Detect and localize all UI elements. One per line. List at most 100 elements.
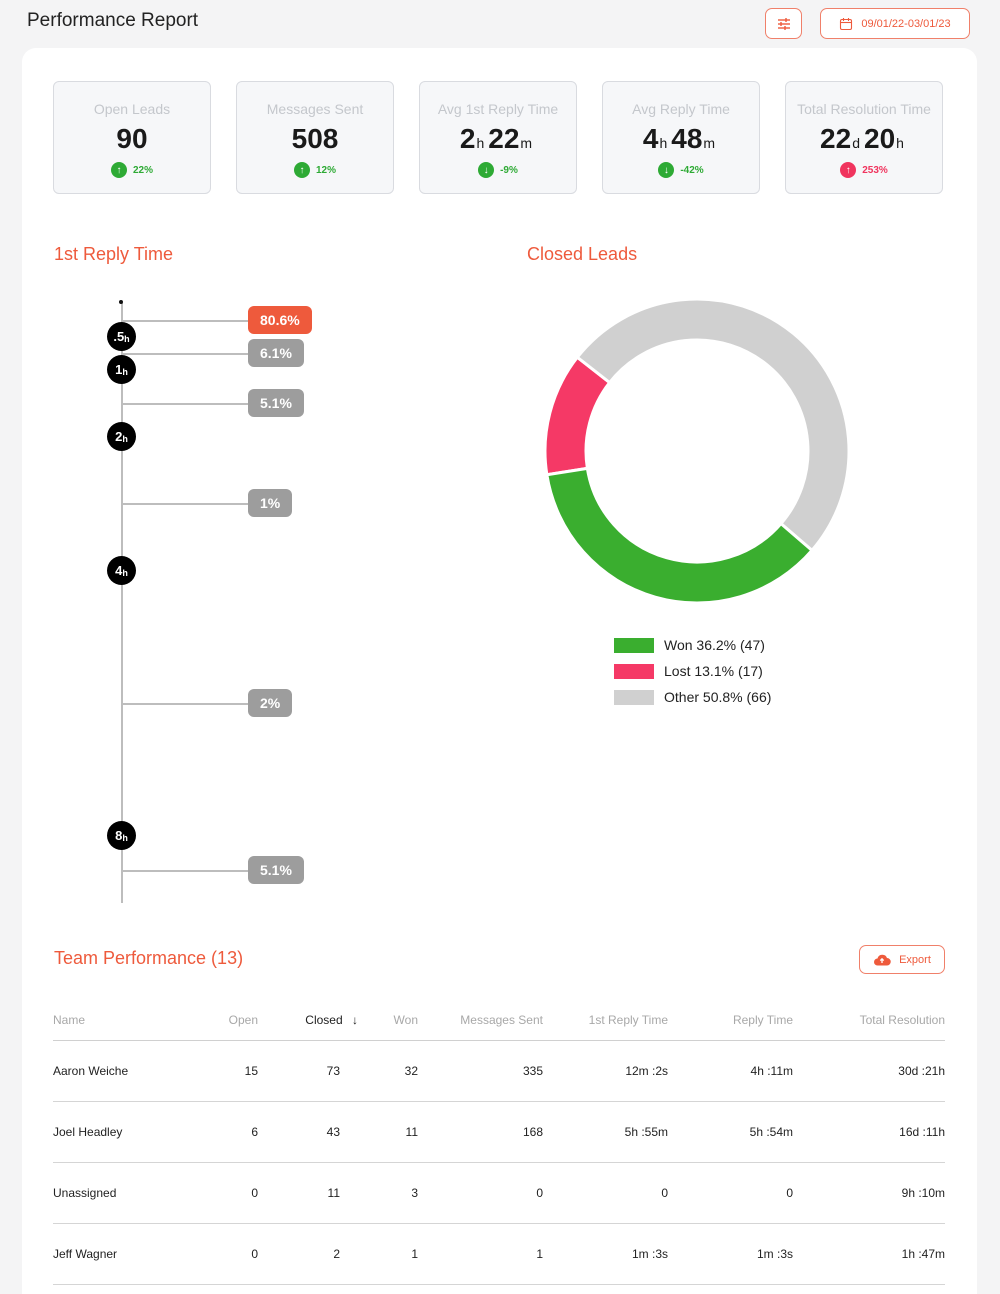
row-value: 1: [418, 1223, 543, 1285]
date-range-button[interactable]: 09/01/22-03/01/23: [820, 8, 970, 39]
stat-number: 48: [671, 123, 703, 154]
stat-number: 22: [488, 123, 520, 154]
column-header-won[interactable]: Won: [358, 1000, 418, 1041]
stat-card: Avg Reply Time 4h 48m ↓ -42%: [602, 81, 760, 194]
row-value: 0: [418, 1162, 543, 1224]
report-panel: Open Leads 90 ↑ 22% Messages Sent 508 ↑ 12% Avg …: [22, 48, 977, 1294]
sliders-icon: [777, 17, 790, 30]
column-header-1st-reply-time[interactable]: 1st Reply Time: [543, 1000, 668, 1041]
calendar-icon: [840, 17, 853, 30]
timeline-node-value: 2: [115, 429, 123, 444]
column-header-label: Name: [53, 1012, 86, 1027]
row-value: 1: [358, 1223, 418, 1285]
cloud-upload-icon: [874, 954, 891, 965]
row-name: Joel Headley: [53, 1101, 203, 1163]
column-header-reply-time[interactable]: Reply Time: [668, 1000, 793, 1041]
legend-item-won: Won 36.2% (47): [614, 632, 771, 658]
stat-change: ↑ 253%: [786, 162, 942, 178]
row-value: 0: [203, 1223, 258, 1285]
legend-label: Won 36.2% (47): [664, 637, 765, 653]
row-value: 0: [543, 1162, 668, 1224]
column-header-label: Messages Sent: [460, 1012, 543, 1027]
row-name: Aaron Weiche: [53, 1040, 203, 1102]
timeline-bucket-pill: 2%: [248, 689, 293, 717]
table-row[interactable]: Joel Headley 6 43 11 168 5h :55m 5h :54m 16d :1…: [53, 1101, 945, 1163]
table-row[interactable]: Aaron Weiche 15 73 32 335 12m :2s 4h :11m 30d :…: [53, 1040, 945, 1102]
team-performance-title: Team Performance (13): [54, 948, 244, 968]
stat-unit: h: [896, 135, 904, 151]
stat-unit: h: [476, 135, 485, 151]
stat-number: 508: [291, 123, 339, 154]
sort-desc-icon: ↓: [348, 1012, 358, 1027]
timeline-node-unit: h: [122, 567, 128, 578]
legend-swatch: [614, 663, 654, 679]
row-value: 11: [258, 1162, 358, 1224]
stat-card: Open Leads 90 ↑ 22%: [53, 81, 211, 194]
column-header-messages-sent[interactable]: Messages Sent: [418, 1000, 543, 1041]
timeline-branch: [122, 353, 248, 355]
timeline-bucket-pill: 1%: [248, 489, 293, 517]
stat-unit: h: [659, 135, 668, 151]
stat-change: ↑ 22%: [54, 162, 210, 178]
stat-value: 508: [237, 123, 393, 157]
timeline-node-unit: h: [122, 366, 128, 377]
arrow-up-icon: ↑: [110, 162, 127, 178]
stat-value: 2h 22m: [420, 123, 576, 157]
row-value: 1m :3s: [668, 1223, 793, 1285]
timeline-node-unit: h: [124, 333, 130, 344]
arrow-up-icon: ↑: [293, 162, 310, 178]
timeline-node-value: 4: [115, 563, 123, 578]
row-value: 2: [258, 1223, 358, 1285]
stat-number: 22: [820, 123, 852, 154]
stat-change: ↓ -9%: [420, 162, 576, 178]
stat-card: Total Resolution Time 22d 20h ↑ 253%: [785, 81, 943, 194]
timeline-start-dot: [119, 300, 123, 304]
stat-label: Total Resolution Time: [797, 101, 931, 117]
stat-number: 2: [459, 123, 476, 154]
stat-number: 90: [116, 123, 148, 154]
timeline-branch: [122, 870, 248, 872]
row-value: 9h :10m: [793, 1162, 945, 1224]
page-title: Performance Report: [27, 10, 199, 31]
row-value: 3: [358, 1162, 418, 1224]
timeline-branch: [122, 503, 248, 505]
legend-swatch: [614, 637, 654, 653]
stat-change-value: 253%: [862, 164, 888, 176]
legend-item-lost: Lost 13.1% (17): [614, 658, 771, 684]
row-value: 5h :54m: [668, 1101, 793, 1163]
filter-button[interactable]: [765, 8, 802, 39]
donut-slice-other: [575, 297, 851, 553]
row-value: 5h :55m: [543, 1101, 668, 1163]
date-range-label: 09/01/22-03/01/23: [861, 17, 951, 30]
column-header-open[interactable]: Open: [203, 1000, 258, 1041]
column-header-total-resolution[interactable]: Total Resolution: [793, 1000, 945, 1041]
row-value: 43: [258, 1101, 358, 1163]
arrow-down-icon: ↓: [478, 162, 495, 178]
export-button[interactable]: Export: [859, 945, 945, 974]
table-row[interactable]: Unassigned 0 11 3 0 0 0 9h :10m: [53, 1162, 945, 1224]
stat-value: 22d 20h: [786, 123, 942, 157]
timeline-bucket-pill: 5.1%: [248, 856, 304, 884]
timeline-branch: [122, 703, 248, 705]
stat-number: 20: [864, 123, 896, 154]
legend-item-other: Other 50.8% (66): [614, 684, 771, 710]
stat-label: Avg Reply Time: [632, 101, 730, 117]
column-header-name[interactable]: Name: [53, 1000, 203, 1041]
export-label: Export: [899, 953, 931, 966]
stat-label: Open Leads: [93, 101, 171, 117]
row-value: 0: [668, 1162, 793, 1224]
stat-change-value: 12%: [315, 164, 336, 176]
donut-slice-won: [545, 466, 815, 605]
stat-value: 4h 48m: [603, 123, 759, 157]
row-value: 6: [203, 1101, 258, 1163]
timeline-node-unit: h: [122, 433, 128, 444]
column-header-closed[interactable]: Closed ↓: [258, 1000, 358, 1041]
arrow-down-icon: ↓: [658, 162, 675, 178]
stat-label: Messages Sent: [266, 101, 364, 117]
row-value: 30d :21h: [793, 1040, 945, 1102]
row-value: 1m :3s: [543, 1223, 668, 1285]
table-row[interactable]: Jeff Wagner 0 2 1 1 1m :3s 1m :3s 1h :47m: [53, 1223, 945, 1285]
row-value: 15: [203, 1040, 258, 1102]
timeline-bucket-pill: 80.6%: [248, 306, 312, 334]
